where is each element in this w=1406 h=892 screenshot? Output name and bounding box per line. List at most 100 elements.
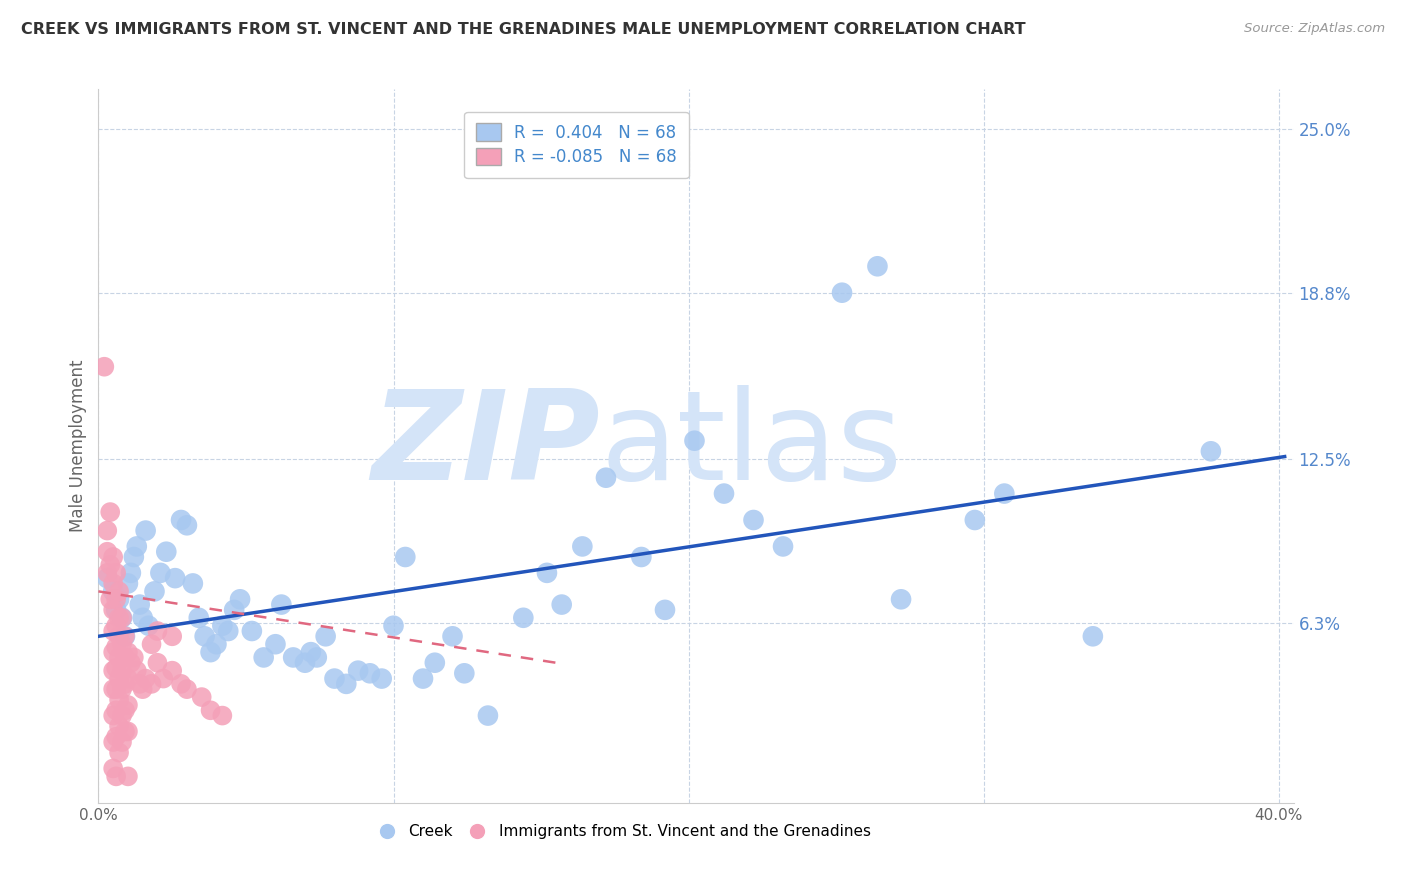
Point <box>108 650 131 665</box>
Point <box>117 769 139 783</box>
Point <box>114 629 136 643</box>
Point <box>111 611 134 625</box>
Point <box>155 545 177 559</box>
Point <box>96 571 118 585</box>
Point <box>98 592 121 607</box>
Point <box>111 611 134 625</box>
Point <box>101 603 124 617</box>
Point <box>253 650 276 665</box>
Point <box>105 566 128 580</box>
Point <box>713 486 735 500</box>
Point <box>108 592 131 607</box>
Point <box>114 629 136 643</box>
Point <box>96 524 118 538</box>
Point <box>117 698 139 712</box>
Point <box>114 650 136 665</box>
Point <box>101 576 124 591</box>
Point <box>101 549 124 564</box>
Point <box>205 637 228 651</box>
Point <box>512 611 534 625</box>
Legend: Creek, Immigrants from St. Vincent and the Grenadines: Creek, Immigrants from St. Vincent and t… <box>371 818 877 845</box>
Point <box>283 650 305 665</box>
Point <box>1199 444 1222 458</box>
Text: ZIP: ZIP <box>371 385 600 507</box>
Point <box>120 656 142 670</box>
Point <box>200 703 222 717</box>
Point <box>187 611 209 625</box>
Point <box>101 761 124 775</box>
Point <box>108 746 131 760</box>
Point <box>160 664 183 678</box>
Point <box>114 677 136 691</box>
Point <box>890 592 912 607</box>
Point <box>114 703 136 717</box>
Point <box>294 656 316 670</box>
Point <box>105 730 128 744</box>
Point <box>111 637 134 651</box>
Point <box>111 735 134 749</box>
Point <box>170 677 193 691</box>
Text: Source: ZipAtlas.com: Source: ZipAtlas.com <box>1244 22 1385 36</box>
Point <box>117 645 139 659</box>
Point <box>211 618 233 632</box>
Point <box>96 566 118 580</box>
Point <box>93 359 115 374</box>
Point <box>630 549 652 564</box>
Point <box>299 645 322 659</box>
Point <box>101 682 124 697</box>
Point <box>122 650 145 665</box>
Point <box>146 656 169 670</box>
Point <box>128 598 150 612</box>
Point <box>108 692 131 706</box>
Point <box>866 260 889 274</box>
Point <box>423 656 446 670</box>
Point <box>170 513 193 527</box>
Point <box>270 598 292 612</box>
Point <box>135 672 157 686</box>
Point <box>101 708 124 723</box>
Point <box>141 637 163 651</box>
Point <box>963 513 986 527</box>
Point <box>125 540 148 554</box>
Point <box>190 690 212 704</box>
Point <box>105 769 128 783</box>
Point <box>111 708 134 723</box>
Point <box>831 285 853 300</box>
Point <box>347 664 370 678</box>
Point <box>441 629 464 643</box>
Point <box>120 566 142 580</box>
Point <box>101 735 124 749</box>
Point <box>683 434 706 448</box>
Point <box>224 603 246 617</box>
Point <box>323 672 346 686</box>
Point <box>105 682 128 697</box>
Point <box>114 724 136 739</box>
Point <box>101 664 124 678</box>
Point <box>135 524 157 538</box>
Point <box>108 611 131 625</box>
Point <box>181 576 204 591</box>
Point <box>595 471 617 485</box>
Point <box>772 540 794 554</box>
Point <box>101 584 124 599</box>
Point <box>1081 629 1104 643</box>
Text: CREEK VS IMMIGRANTS FROM ST. VINCENT AND THE GRENADINES MALE UNEMPLOYMENT CORREL: CREEK VS IMMIGRANTS FROM ST. VINCENT AND… <box>21 22 1026 37</box>
Point <box>105 661 128 675</box>
Point <box>125 664 148 678</box>
Point <box>101 624 124 638</box>
Y-axis label: Male Unemployment: Male Unemployment <box>69 359 87 533</box>
Point <box>211 708 233 723</box>
Point <box>993 486 1015 500</box>
Point <box>370 672 392 686</box>
Point <box>551 598 574 612</box>
Point <box>146 624 169 638</box>
Point <box>108 584 131 599</box>
Point <box>117 672 139 686</box>
Point <box>131 611 153 625</box>
Point <box>105 640 128 654</box>
Point <box>141 677 163 691</box>
Point <box>117 724 139 739</box>
Point <box>143 584 166 599</box>
Point <box>105 592 128 607</box>
Point <box>105 603 128 617</box>
